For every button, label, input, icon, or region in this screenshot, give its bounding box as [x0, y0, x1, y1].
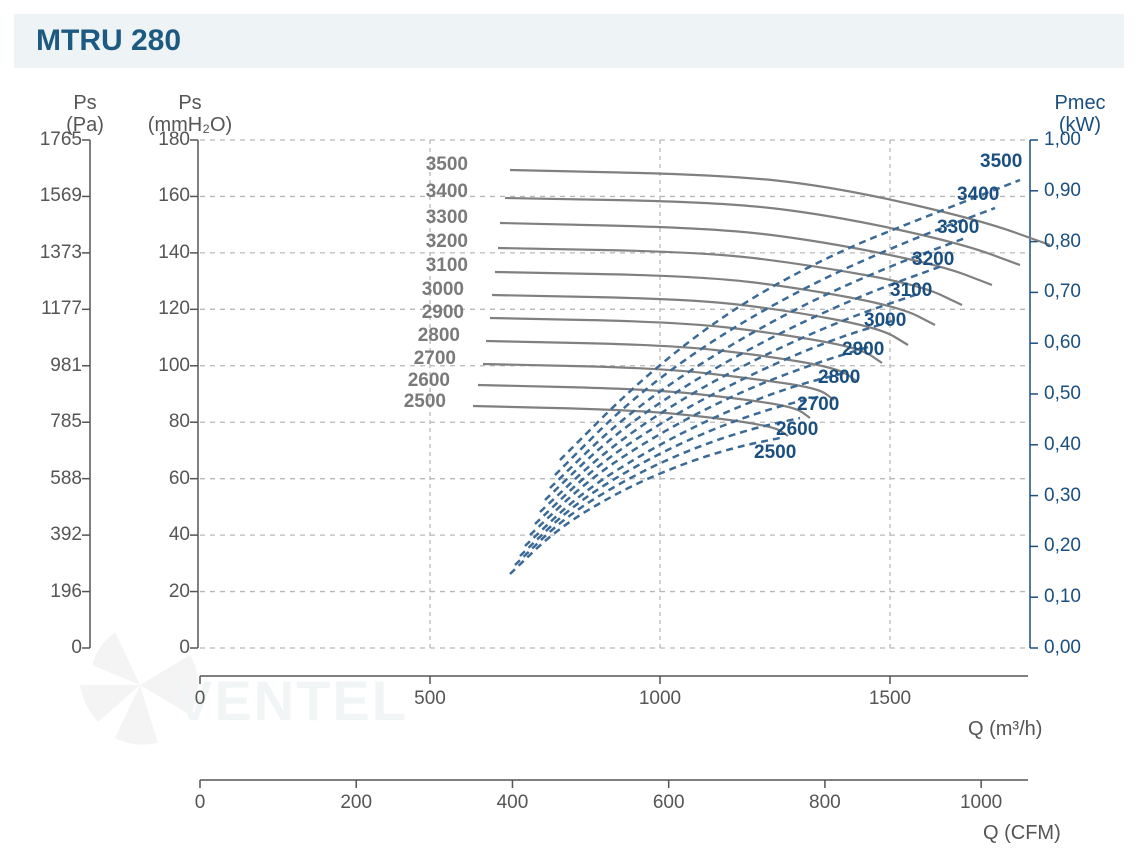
tick-pmec: 0,70: [1044, 281, 1081, 303]
tick-qcfm: 400: [487, 792, 537, 814]
tick-pmec: 0,10: [1044, 586, 1081, 608]
tick-pa: 1373: [30, 242, 82, 264]
solid-curve-label: 2800: [402, 325, 460, 347]
tick-qmh: 500: [405, 688, 455, 710]
tick-mm: 180: [148, 129, 190, 151]
tick-pa: 1569: [30, 185, 82, 207]
tick-qmh: 1500: [865, 688, 915, 710]
tick-qcfm: 1000: [956, 792, 1006, 814]
tick-mm: 80: [148, 411, 190, 433]
axis-qmh-label: Q (m³/h): [968, 718, 1042, 741]
tick-pa: 785: [30, 411, 82, 433]
tick-pa: 981: [30, 355, 82, 377]
dash-curve-label: 2600: [776, 419, 818, 441]
tick-pmec: 0,60: [1044, 332, 1081, 354]
tick-qcfm: 600: [644, 792, 694, 814]
tick-mm: 60: [148, 468, 190, 490]
dash-curve-label: 2900: [842, 339, 884, 361]
tick-mm: 20: [148, 581, 190, 603]
tick-pa: 392: [30, 524, 82, 546]
tick-pa: 1765: [30, 129, 82, 151]
page-title: MTRU 280: [36, 24, 181, 58]
dash-curve-label: 3300: [937, 217, 979, 239]
tick-pmec: 1,00: [1044, 129, 1081, 151]
tick-qmh: 0: [175, 688, 225, 710]
dash-curve-label: 2500: [754, 442, 796, 464]
dash-curve-label: 3500: [980, 151, 1022, 173]
dash-curve-label: 3000: [864, 310, 906, 332]
solid-curve-label: 2500: [388, 391, 446, 413]
dash-curve-label: 2800: [818, 367, 860, 389]
axis-qcfm-label: Q (CFM): [983, 822, 1061, 845]
dash-curve-label: 3400: [957, 184, 999, 206]
chart: VENTEL Ps(Pa)Ps(mmH₂O)Pmec(kW)0196392588…: [0, 80, 1138, 860]
tick-pmec: 0,90: [1044, 180, 1081, 202]
tick-pmec: 0,50: [1044, 383, 1081, 405]
dash-curve-label: 3200: [912, 249, 954, 271]
solid-curve-label: 3100: [410, 255, 468, 277]
tick-pmec: 0,80: [1044, 231, 1081, 253]
tick-qcfm: 200: [331, 792, 381, 814]
title-bar: MTRU 280: [14, 14, 1124, 68]
tick-pa: 1177: [30, 298, 82, 320]
tick-pmec: 0,20: [1044, 535, 1081, 557]
tick-mm: 140: [148, 242, 190, 264]
tick-qcfm: 0: [175, 792, 225, 814]
solid-curve-label: 3000: [406, 279, 464, 301]
dash-curve-label: 2700: [797, 394, 839, 416]
tick-pa: 196: [30, 581, 82, 603]
solid-curve-label: 3300: [410, 207, 468, 229]
solid-curve-label: 2600: [392, 370, 450, 392]
solid-curve-label: 2700: [398, 348, 456, 370]
tick-pa: 0: [30, 637, 82, 659]
tick-mm: 160: [148, 185, 190, 207]
tick-mm: 0: [148, 637, 190, 659]
tick-mm: 100: [148, 355, 190, 377]
solid-curve-label: 3400: [410, 181, 468, 203]
tick-qcfm: 800: [800, 792, 850, 814]
solid-curve-label: 2900: [406, 302, 464, 324]
tick-mm: 40: [148, 524, 190, 546]
tick-qmh: 1000: [635, 688, 685, 710]
solid-curve-label: 3200: [410, 231, 468, 253]
tick-pmec: 0,40: [1044, 434, 1081, 456]
tick-pmec: 0,00: [1044, 637, 1081, 659]
dash-curve-label: 3100: [890, 280, 932, 302]
tick-pmec: 0,30: [1044, 485, 1081, 507]
solid-curve-label: 3500: [410, 154, 468, 176]
tick-mm: 120: [148, 298, 190, 320]
tick-pa: 588: [30, 468, 82, 490]
